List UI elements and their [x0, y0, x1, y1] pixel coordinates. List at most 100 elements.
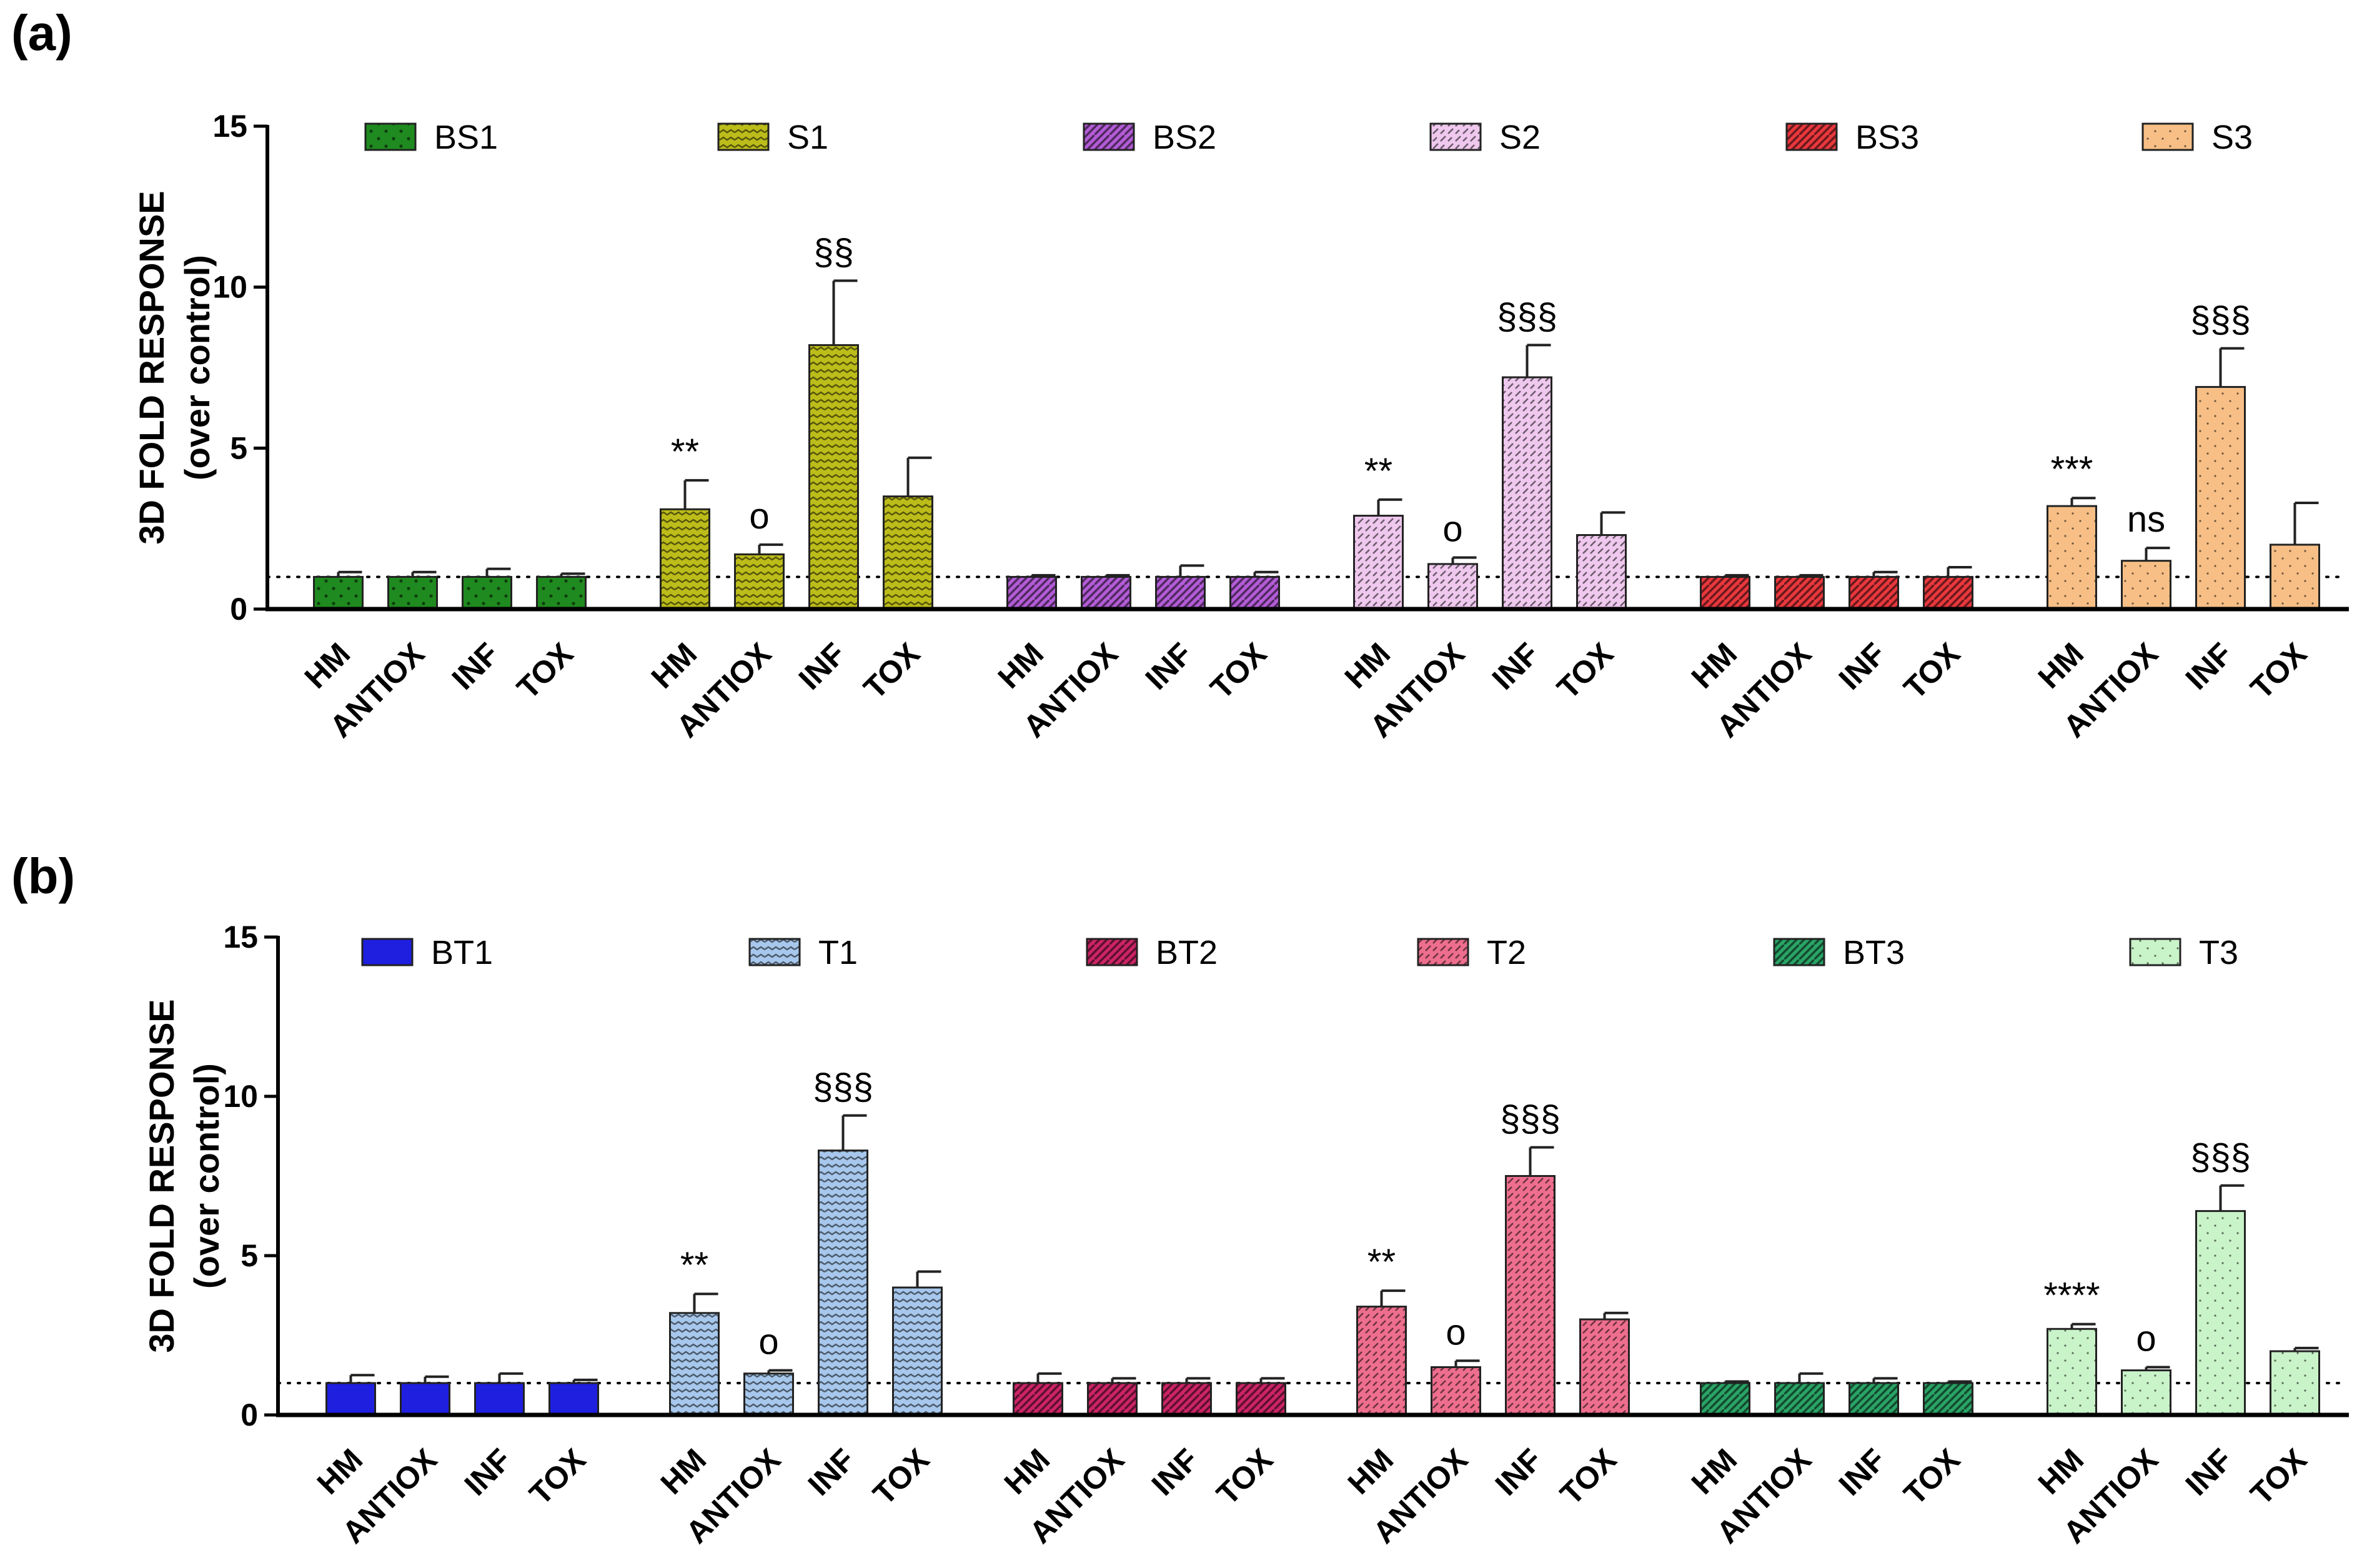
x-tick-label: TOX: [2244, 636, 2314, 706]
x-tick-label: INF: [1145, 1442, 1206, 1502]
x-tick-label: HM: [2032, 1442, 2091, 1501]
significance-label: o: [749, 496, 769, 537]
bar: [536, 575, 587, 610]
bar: [1161, 1382, 1212, 1416]
significance-label: §§§: [2190, 1137, 2251, 1178]
bar: [1081, 575, 1131, 610]
legend-swatch: [2129, 938, 2181, 966]
x-tick-label: HM: [1338, 636, 1397, 695]
bar: [1155, 575, 1206, 610]
bar: [1353, 515, 1404, 610]
bar: [1579, 1318, 1630, 1416]
legend-swatch: [361, 938, 414, 966]
bar: [1356, 1306, 1407, 1416]
x-tick-label: HM: [298, 636, 357, 695]
y-tick-label: 10: [212, 270, 247, 305]
y-tick-label: 10: [223, 1079, 258, 1114]
x-tick-label: INF: [1486, 636, 1546, 697]
x-tick-label: TOX: [857, 636, 927, 706]
legend-label: BS1: [434, 119, 498, 156]
bar: [892, 1286, 943, 1416]
significance-label: o: [1446, 1312, 1466, 1352]
x-tick-label: TOX: [1551, 636, 1620, 706]
x-tick-label: INF: [801, 1442, 862, 1502]
significance-label: **: [671, 432, 699, 472]
legend-swatch: [1785, 122, 1838, 151]
x-tick-label: TOX: [866, 1442, 936, 1512]
x-tick-label: INF: [458, 1442, 519, 1502]
bar: [808, 344, 859, 610]
legend-label: S2: [1499, 119, 1541, 156]
bar: [474, 1382, 525, 1416]
bar: [669, 1312, 720, 1416]
y-tick-label: 5: [241, 1238, 258, 1273]
x-tick-label: INF: [1489, 1442, 1549, 1502]
significance-label: **: [680, 1245, 708, 1286]
bar: [2195, 1210, 2246, 1416]
y-tick-label: 15: [212, 109, 247, 144]
x-tick-label: HM: [1685, 1442, 1744, 1501]
significance-label: §§§: [813, 1067, 873, 1108]
x-tick-label: HM: [2032, 636, 2091, 695]
significance-label: §§: [813, 232, 854, 272]
x-tick-label: HM: [1685, 636, 1744, 695]
x-tick-label: HM: [1341, 1442, 1401, 1501]
legend-label: S3: [2211, 119, 2253, 156]
bar: [1431, 1366, 1481, 1416]
x-tick-label: INF: [1832, 1442, 1893, 1502]
legend-label: T3: [2199, 934, 2238, 971]
bar: [2270, 543, 2320, 610]
bar: [1236, 1382, 1286, 1416]
x-tick-label: TOX: [510, 636, 580, 706]
bar: [818, 1149, 868, 1416]
legend-label: BT2: [1156, 934, 1218, 971]
x-tick-label: TOX: [2244, 1442, 2314, 1512]
y-axis-title: 3D FOLD RESPONSE: [132, 191, 171, 544]
legend-label: BS2: [1153, 119, 1216, 156]
x-tick-label: TOX: [1554, 1442, 1624, 1512]
bar: [2047, 1327, 2097, 1416]
significance-label: ns: [2127, 499, 2165, 540]
x-tick-label: INF: [445, 636, 506, 697]
legend-label: BS3: [1855, 119, 1919, 156]
bar: [1502, 376, 1552, 610]
bar: [387, 575, 438, 610]
significance-label: o: [1442, 509, 1462, 550]
legend-swatch: [2141, 122, 2194, 151]
significance-label: o: [758, 1322, 778, 1362]
x-tick-label: TOX: [523, 1442, 593, 1512]
legend-label: BT1: [431, 934, 493, 971]
y-axis-subtitle: (over control): [187, 1063, 226, 1289]
x-tick-label: HM: [310, 1442, 370, 1501]
y-tick-label: 0: [230, 592, 247, 627]
significance-label: §§§: [1500, 1099, 1561, 1139]
bar: [1700, 575, 1750, 610]
bar: [734, 553, 785, 610]
bar: [1774, 1382, 1825, 1416]
x-tick-label: TOX: [1210, 1442, 1280, 1512]
bar: [1774, 575, 1825, 610]
x-tick-label: INF: [2179, 636, 2240, 697]
significance-label: ****: [2043, 1276, 2100, 1316]
bar: [1923, 575, 1973, 610]
panel-label: (b): [11, 848, 75, 904]
bar: [2195, 385, 2246, 610]
panel-label: (a): [11, 5, 72, 61]
y-axis-subtitle: (over control): [177, 255, 217, 480]
legend-swatch: [1417, 938, 1469, 966]
significance-label: o: [2136, 1319, 2156, 1359]
bar: [1576, 533, 1627, 610]
bar: [313, 575, 364, 610]
legend-swatch: [748, 938, 801, 966]
bar: [743, 1372, 794, 1416]
y-axis-title: 3D FOLD RESPONSE: [142, 999, 181, 1352]
significance-label: §§§: [1497, 296, 1557, 337]
legend-swatch: [1429, 122, 1482, 151]
bar: [1087, 1382, 1138, 1416]
significance-label: ***: [2051, 449, 2093, 490]
bar: [1505, 1175, 1556, 1416]
y-tick-label: 5: [230, 430, 247, 465]
bar: [1006, 575, 1057, 610]
x-tick-label: INF: [1832, 636, 1893, 697]
